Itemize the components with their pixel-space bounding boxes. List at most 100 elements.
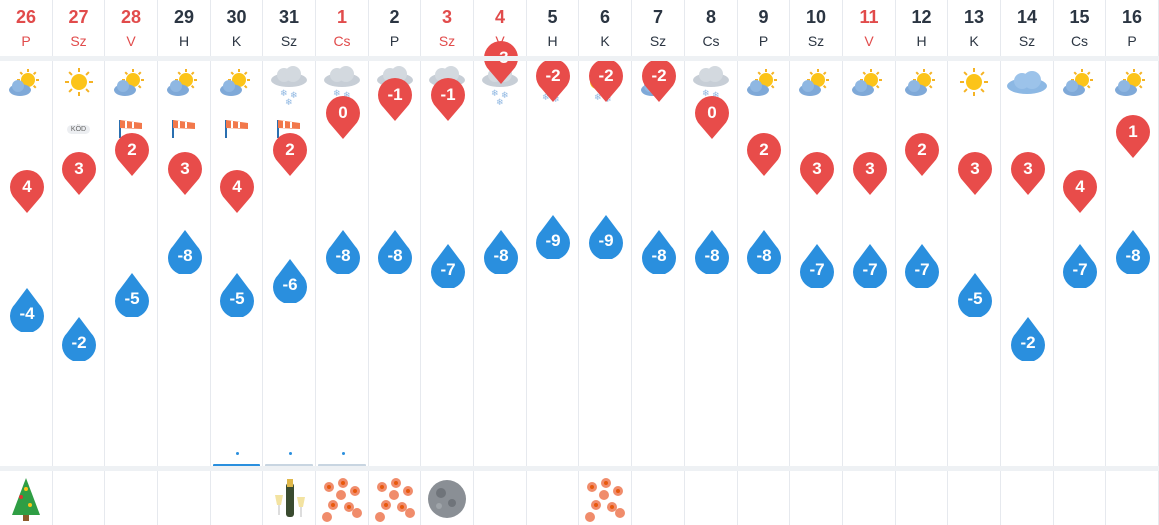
weather-extra bbox=[1001, 114, 1053, 142]
event-empty bbox=[1054, 472, 1105, 525]
svg-text:❄: ❄ bbox=[501, 91, 509, 101]
svg-text:❄: ❄ bbox=[280, 89, 288, 99]
day-column[interactable]: 29 H 3 -8 bbox=[158, 0, 211, 525]
sun-cloud-icon bbox=[1054, 62, 1105, 110]
day-column[interactable]: 12 H 2 -7 bbox=[896, 0, 948, 525]
max-temp-pin: 4 bbox=[1062, 169, 1098, 213]
day-header: 8 Cs bbox=[685, 0, 737, 52]
min-temp-drop: -9 bbox=[535, 215, 571, 259]
day-column[interactable]: 27 Sz KÖD 3 -2 bbox=[53, 0, 105, 525]
sun-icon bbox=[948, 62, 1000, 110]
max-temp-value: 2 bbox=[917, 140, 927, 159]
day-column[interactable]: 7 Sz -2 -8 bbox=[632, 0, 685, 525]
day-column[interactable]: 4 V ❄❄❄ -3-8 bbox=[474, 0, 527, 525]
day-column[interactable]: 2 P ❄❄❄ -1-8 bbox=[369, 0, 421, 525]
day-column[interactable]: 9 P 2 -8 bbox=[738, 0, 790, 525]
min-temp-drop: -8 bbox=[694, 229, 730, 274]
min-temp-value: -8 bbox=[335, 245, 351, 265]
max-temp-value: 3 bbox=[1023, 158, 1033, 178]
day-number: 11 bbox=[859, 7, 879, 27]
cloud-icon bbox=[1001, 62, 1053, 110]
day-column[interactable]: 15 Cs 4 -7 bbox=[1054, 0, 1106, 525]
min-temp-drop: -5 bbox=[114, 273, 150, 318]
day-header: 28 V bbox=[105, 0, 157, 52]
min-temp-value: -8 bbox=[1125, 245, 1141, 265]
max-temp-value: 1 bbox=[1128, 121, 1138, 141]
day-header: 29 H bbox=[158, 0, 210, 52]
min-temp-drop: -8 bbox=[377, 229, 413, 274]
day-header: 12 H bbox=[896, 0, 947, 52]
max-temp-pin: 2 bbox=[904, 132, 940, 176]
day-header: 14 Sz bbox=[1001, 0, 1053, 52]
min-temp-drop: -2 bbox=[1010, 317, 1046, 362]
day-column[interactable]: 13 K 3 -5 bbox=[948, 0, 1001, 525]
max-temp-value: 3 bbox=[970, 158, 980, 178]
max-temp-pin: 3 bbox=[1010, 151, 1046, 195]
day-name: K bbox=[600, 33, 610, 49]
sun-cloud-icon bbox=[158, 62, 210, 110]
day-number: 8 bbox=[705, 7, 716, 27]
flowers-icon bbox=[579, 472, 631, 525]
sun-cloud-icon bbox=[843, 62, 895, 110]
sun-cloud-icon bbox=[211, 62, 262, 110]
moon-icon bbox=[421, 472, 473, 525]
max-temp-value: -1 bbox=[440, 84, 456, 104]
day-number: 16 bbox=[1121, 7, 1143, 27]
min-temp-drop: -8 bbox=[167, 229, 203, 274]
svg-text:❄: ❄ bbox=[343, 91, 351, 101]
day-name: P bbox=[1127, 33, 1137, 49]
min-temp-value: -8 bbox=[493, 245, 509, 265]
day-column[interactable]: 8 Cs ❄❄❄ 0 -8 bbox=[685, 0, 738, 525]
day-column[interactable]: 3 Sz ❄❄❄ -1-7 bbox=[421, 0, 474, 525]
day-header: 16 P bbox=[1106, 0, 1158, 52]
sun-cloud-icon bbox=[790, 62, 842, 110]
min-temp-value: -7 bbox=[862, 260, 878, 280]
day-column[interactable]: 6 K ❄ ❄ -2 -9 bbox=[579, 0, 632, 525]
min-temp-drop: -7 bbox=[904, 244, 940, 289]
weather-extra: KÖD bbox=[53, 114, 104, 142]
day-column[interactable]: 30 K 4 -5 bbox=[211, 0, 263, 525]
min-temp-value: -7 bbox=[914, 260, 930, 280]
day-column[interactable]: 5 H ❄ ❄ -2 -9 bbox=[527, 0, 579, 525]
day-header: 10 Sz bbox=[790, 0, 842, 52]
day-header: 31 Sz bbox=[263, 0, 315, 52]
max-temp-pin: -1 bbox=[377, 77, 413, 121]
svg-text:❄: ❄ bbox=[712, 91, 720, 101]
day-column[interactable]: 26 P 4 -4 bbox=[0, 0, 53, 525]
day-name: P bbox=[758, 33, 769, 49]
max-temp-pin: 3 bbox=[167, 151, 203, 195]
min-temp-value: -2 bbox=[71, 333, 87, 353]
day-number: 4 bbox=[494, 7, 505, 27]
day-name: Cs bbox=[333, 33, 351, 49]
day-column[interactable]: 31 Sz ❄ ❄ ❄ 2 -6 bbox=[263, 0, 316, 525]
day-header: 7 Sz bbox=[632, 0, 684, 52]
max-temp-value: 3 bbox=[812, 158, 822, 178]
day-header: 2 P bbox=[369, 0, 420, 52]
max-temp-value: -2 bbox=[598, 66, 614, 85]
svg-text:❄: ❄ bbox=[702, 89, 710, 99]
max-temp-pin: 1 bbox=[1115, 114, 1151, 158]
day-column[interactable]: 14 Sz 3 -2 bbox=[1001, 0, 1054, 525]
min-temp-value: -8 bbox=[756, 245, 772, 265]
min-temp-drop: -7 bbox=[430, 244, 466, 289]
day-column[interactable]: 28 V 2 -5 bbox=[105, 0, 158, 525]
day-column[interactable]: 16 P 1 -8 bbox=[1106, 0, 1159, 525]
day-column[interactable]: 11 V 3 -7 bbox=[843, 0, 896, 525]
min-temp-value: -7 bbox=[1072, 260, 1088, 280]
max-temp-value: 3 bbox=[865, 158, 875, 178]
min-temp-drop: -7 bbox=[852, 244, 888, 289]
event-empty bbox=[527, 472, 578, 525]
max-temp-value: -2 bbox=[651, 66, 667, 85]
weather-extra bbox=[632, 114, 684, 142]
event-empty bbox=[632, 472, 684, 525]
day-column[interactable]: 10 Sz 3 -7 bbox=[790, 0, 843, 525]
day-column[interactable]: 1 Cs ❄❄❄ 0 -8 bbox=[316, 0, 369, 525]
precip-dot bbox=[236, 452, 239, 455]
weather-extra bbox=[790, 114, 842, 142]
day-name: K bbox=[969, 33, 979, 49]
max-temp-value: 4 bbox=[22, 177, 32, 196]
day-header: 5 H bbox=[527, 0, 578, 52]
day-number: 3 bbox=[441, 7, 452, 27]
max-temp-pin: 3 bbox=[61, 151, 97, 195]
max-temp-pin: -2 bbox=[641, 58, 677, 102]
